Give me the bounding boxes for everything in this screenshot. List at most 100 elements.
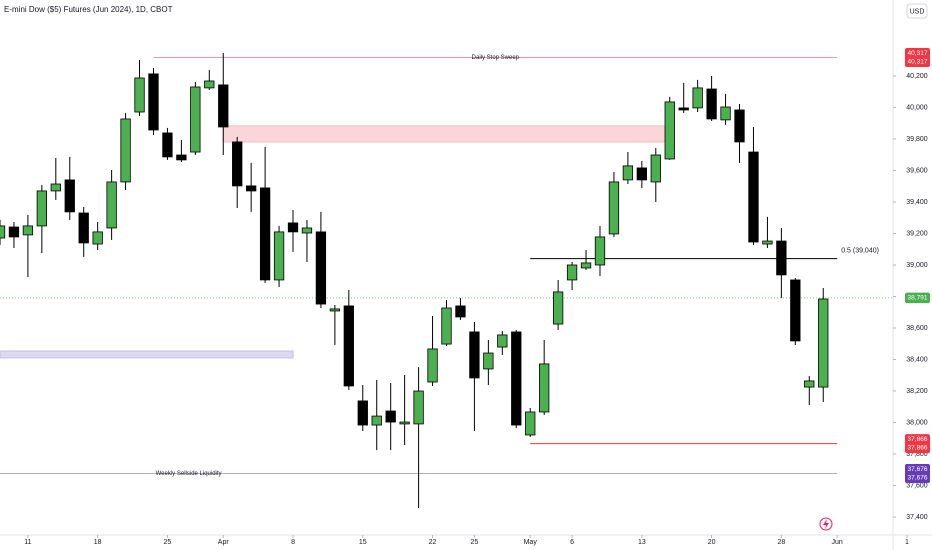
candle [218, 52, 229, 156]
candle-body [343, 305, 354, 387]
candle [525, 408, 536, 438]
candle-body [580, 262, 592, 269]
y-tick-label: 40,000 [906, 104, 928, 111]
price-tag [905, 292, 930, 304]
price-tag [905, 434, 930, 454]
candle-body [818, 298, 829, 388]
y-tick-label: 38,600 [906, 325, 928, 332]
candle-body [650, 154, 661, 183]
candle [246, 162, 257, 212]
candle [776, 227, 787, 298]
candle [539, 339, 550, 415]
candle [692, 79, 703, 113]
candle [594, 225, 606, 277]
x-tick-label: 22 [429, 539, 437, 546]
x-tick-label: 6 [570, 539, 574, 546]
candle [706, 75, 717, 121]
price-tag-label: 37,866 [908, 445, 928, 452]
price-tag-label: 37,676 [908, 466, 928, 473]
candle-body [622, 165, 634, 181]
candle-body [678, 107, 689, 111]
zone [222, 125, 667, 143]
candle [664, 96, 675, 160]
candle-body [594, 236, 606, 266]
candle-body [218, 84, 229, 128]
candle [36, 184, 48, 254]
candle-body [608, 181, 620, 235]
y-tick-label: 38,400 [906, 356, 928, 363]
candle-body [246, 185, 257, 192]
candle-body [134, 77, 145, 113]
candle-body [692, 87, 703, 109]
candle [483, 339, 494, 386]
candle [622, 152, 634, 185]
x-tick-label: 1 [905, 539, 909, 546]
candle [0, 219, 6, 245]
candle-body [287, 222, 299, 233]
candle-body [664, 101, 675, 160]
candle [720, 93, 731, 125]
candle [580, 250, 592, 271]
x-tick-label: 25 [164, 539, 172, 546]
candle-body [36, 190, 48, 227]
candle-body [748, 151, 759, 243]
icon-bolt [823, 519, 829, 529]
x-tick-label: 18 [94, 539, 102, 546]
candle [190, 81, 201, 156]
candle-body [8, 226, 20, 238]
candle [469, 322, 480, 432]
candle [734, 103, 745, 163]
candle-body [636, 167, 647, 181]
candle [78, 207, 89, 257]
candle [762, 216, 773, 248]
candle-body [273, 231, 285, 281]
x-tick-label: 8 [291, 539, 295, 546]
candle-body [92, 231, 103, 245]
x-tick-label: 25 [471, 539, 479, 546]
y-tick-label: 39,000 [906, 262, 928, 269]
candle [678, 82, 689, 113]
candle [315, 211, 327, 308]
candle [441, 299, 452, 346]
candle-body [50, 183, 61, 192]
candle [22, 214, 34, 277]
y-tick-label: 39,200 [906, 230, 928, 237]
candle [385, 382, 396, 451]
price-tag [905, 464, 930, 484]
candle [120, 112, 131, 190]
currency-box[interactable] [906, 3, 928, 19]
candle-body [204, 80, 215, 89]
candle [818, 287, 829, 403]
candle-body [162, 132, 173, 158]
candle [232, 136, 243, 208]
candle-body [427, 348, 438, 383]
candle-body [483, 352, 494, 370]
candle [259, 146, 271, 283]
candle [106, 169, 117, 240]
candle-body [497, 334, 508, 348]
candle-body [566, 264, 578, 281]
candle [301, 219, 313, 262]
candle [134, 59, 145, 116]
chart-title: E-mini Dow ($5) Futures (Jun 2024), 1D, … [4, 5, 173, 14]
candle [804, 376, 815, 406]
candle-body [176, 154, 187, 161]
candle [176, 139, 187, 162]
candle-body [441, 307, 452, 345]
candle [162, 127, 173, 160]
candle-body [511, 331, 522, 426]
level-label: Daily Stop Sweep [472, 55, 520, 61]
x-tick-label: Apr [218, 539, 230, 546]
candle-body [734, 109, 745, 143]
x-tick-label: Jun [832, 539, 843, 546]
candle-body [385, 410, 396, 423]
candle-body [64, 179, 75, 213]
zone [0, 350, 294, 359]
price-tag-label: 38,791 [908, 295, 928, 302]
candle [427, 316, 438, 386]
candle-body [357, 400, 368, 426]
candle-body [399, 421, 410, 425]
replay-icon[interactable] [819, 517, 833, 531]
candle-body [259, 187, 271, 281]
candle-body [0, 225, 6, 239]
